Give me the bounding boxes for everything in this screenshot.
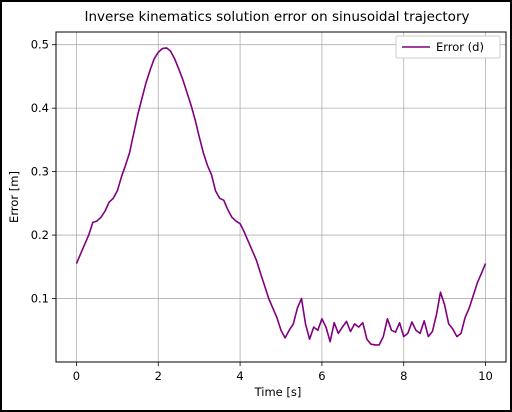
grid — [56, 32, 506, 362]
plot-area — [55, 31, 507, 363]
y-tick-label: 0.5 — [31, 38, 49, 52]
y-tick-label: 0.3 — [31, 165, 49, 179]
x-tick-label: 2 — [155, 369, 162, 383]
series-layer — [75, 47, 487, 346]
x-axis-label: Time [s] — [254, 385, 302, 399]
y-axis-label: Error [m] — [7, 171, 21, 223]
legend-label: Error (d) — [436, 40, 484, 54]
x-tick-label: 6 — [318, 369, 325, 383]
y-tick-label: 0.2 — [31, 228, 49, 242]
legend: Error (d) — [395, 35, 501, 59]
x-tick-label: 10 — [478, 369, 493, 383]
chart-title: Inverse kinematics solution error on sin… — [84, 9, 469, 25]
x-tick-label: 4 — [236, 369, 243, 383]
x-tick-label: 8 — [400, 369, 407, 383]
y-tick-label: 0.1 — [31, 292, 49, 306]
legend-box — [395, 35, 501, 59]
series-line-error — [75, 47, 487, 346]
y-tick-label: 0.4 — [31, 101, 49, 115]
x-tick-label: 0 — [73, 369, 80, 383]
axis-ticks: 0 2 4 6 8 10 0.1 0.2 0.3 0.4 0.5 — [31, 38, 493, 383]
